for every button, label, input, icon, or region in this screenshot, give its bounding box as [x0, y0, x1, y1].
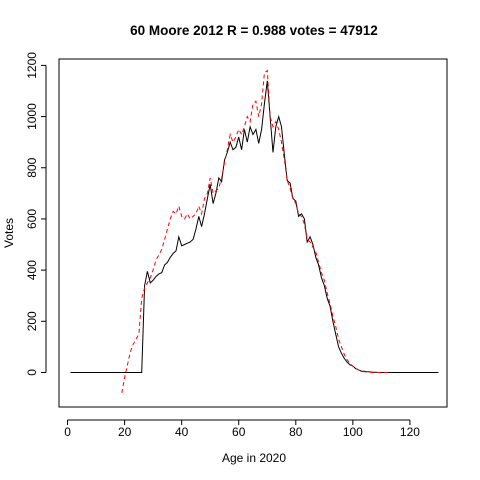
x-tick-label: 80	[289, 425, 303, 439]
series-layer	[70, 69, 439, 393]
y-axis-label: Votes	[2, 218, 16, 248]
plot-frame	[58, 58, 448, 408]
x-tick-label: 0	[64, 425, 71, 439]
y-tick-label: 400	[25, 260, 39, 280]
series-line-dashed	[121, 69, 390, 393]
y-tick-label: 1200	[25, 52, 39, 79]
y-axis: 0 200 400 600 800 1000 1200	[25, 52, 47, 376]
series-line-solid	[70, 80, 439, 373]
x-tick-label: 20	[118, 425, 132, 439]
y-tick-label: 1000	[25, 103, 39, 130]
x-tick-label: 40	[175, 425, 189, 439]
y-tick-label: 800	[25, 157, 39, 177]
y-tick-label: 0	[25, 369, 39, 376]
y-tick-label: 600	[25, 209, 39, 229]
x-tick-label: 120	[400, 425, 420, 439]
x-axis: 0 20 40 60 80 100 120	[64, 419, 420, 439]
x-tick-label: 60	[232, 425, 246, 439]
y-tick-label: 200	[25, 311, 39, 331]
x-axis-label: Age in 2020	[222, 451, 286, 465]
chart-title: 60 Moore 2012 R = 0.988 votes = 47912	[130, 23, 378, 38]
x-tick-label: 100	[343, 425, 363, 439]
